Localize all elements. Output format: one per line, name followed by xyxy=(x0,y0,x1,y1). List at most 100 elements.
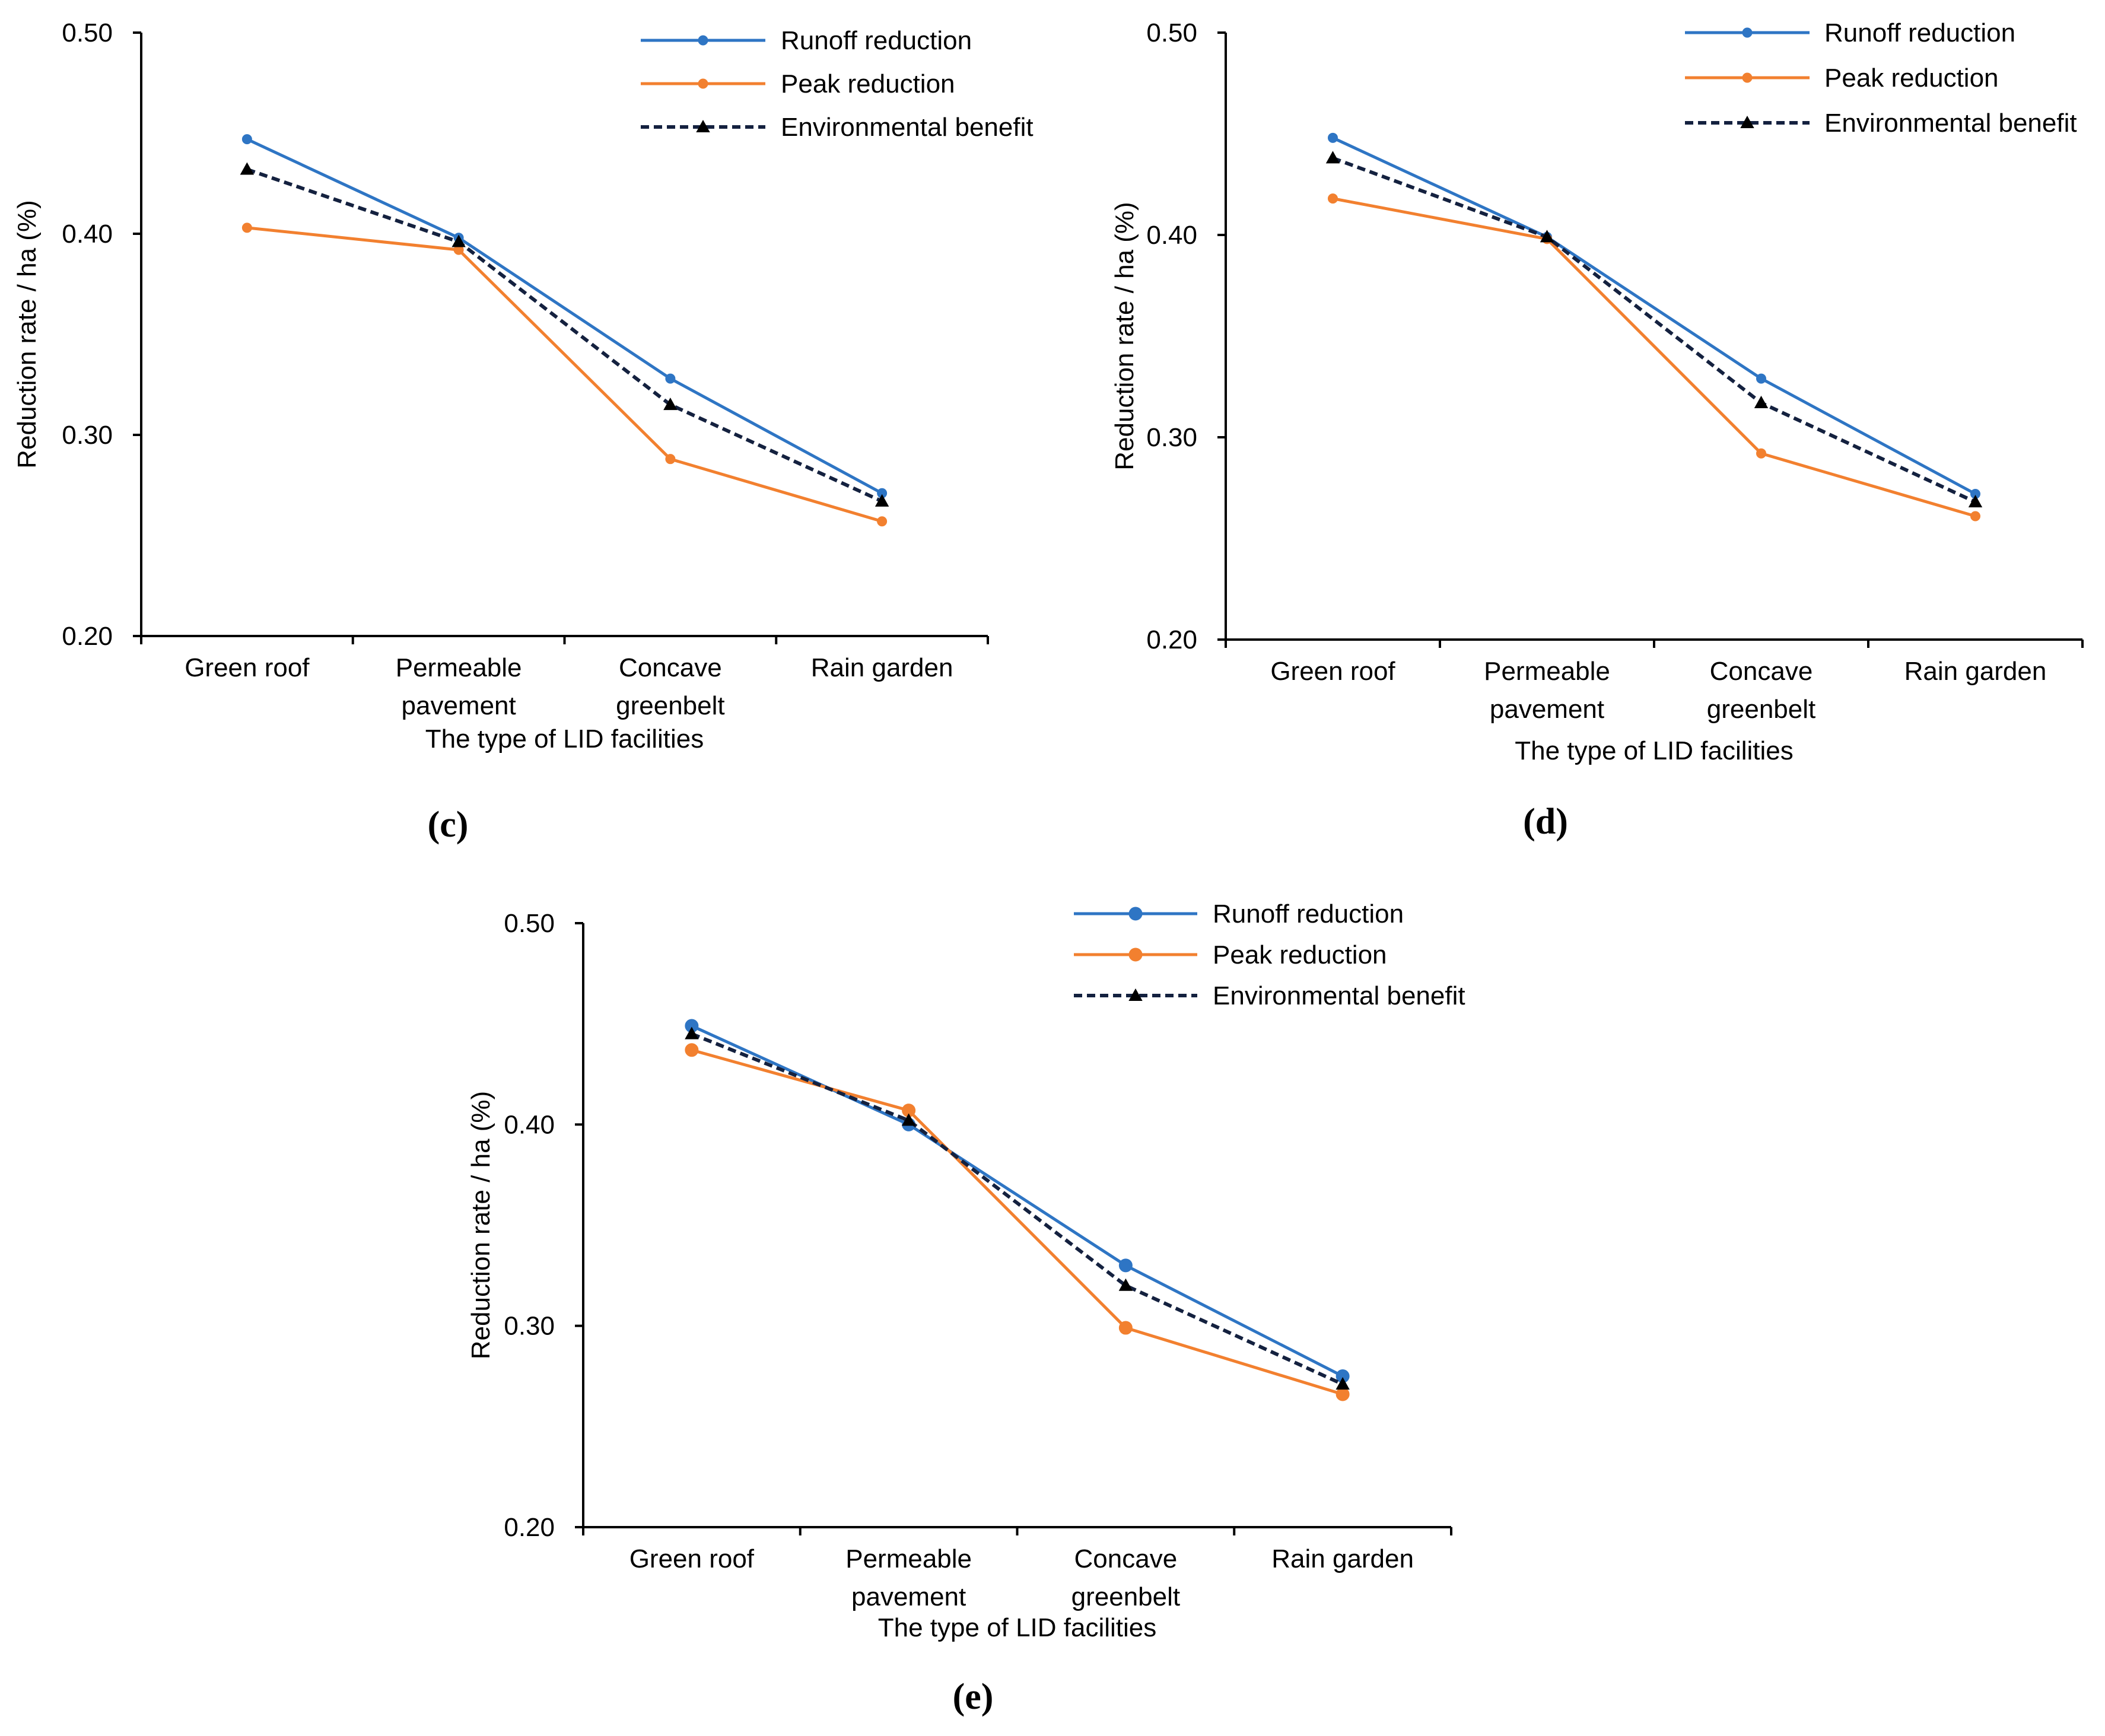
x-axis-label: The type of LID facilities xyxy=(425,724,704,753)
series-environmental-benefit xyxy=(685,1026,1350,1390)
panel-label: (e) xyxy=(953,1677,994,1717)
data-point xyxy=(665,373,676,384)
data-point xyxy=(1325,151,1340,164)
series-line xyxy=(1332,156,1976,504)
legend-label: Peak reduction xyxy=(1213,940,1387,969)
data-point xyxy=(240,162,255,175)
data-point xyxy=(875,494,889,507)
data-point xyxy=(1328,132,1338,143)
x-tick-label: pavement xyxy=(402,691,516,720)
x-tick-label: Green roof xyxy=(1270,657,1395,686)
y-tick-label: 0.30 xyxy=(62,421,113,450)
legend-marker xyxy=(1128,948,1143,962)
data-point xyxy=(1118,1278,1133,1291)
series-line xyxy=(246,138,883,495)
y-tick-label: 0.30 xyxy=(1146,423,1197,452)
x-tick-label: Permeable xyxy=(1484,657,1610,686)
y-tick-label: 0.40 xyxy=(62,220,113,249)
series-line xyxy=(691,1024,1344,1378)
legend-marker xyxy=(1128,907,1143,921)
x-tick-label: greenbelt xyxy=(616,691,724,720)
data-point xyxy=(1118,1258,1133,1273)
x-tick-label: Rain garden xyxy=(1904,657,2047,686)
y-axis-label: Reduction rate / ha (%) xyxy=(1110,202,1139,470)
x-tick-label: Concave xyxy=(619,653,722,682)
data-point xyxy=(1756,373,1766,384)
series-line xyxy=(691,1032,1344,1386)
series-runoff-reduction xyxy=(1328,132,1980,499)
series-line xyxy=(247,226,883,523)
data-point xyxy=(241,222,252,233)
y-tick-label: 0.40 xyxy=(1146,221,1197,250)
y-tick-label: 0.30 xyxy=(504,1312,555,1341)
panel-label: (d) xyxy=(1523,802,1568,842)
series-environmental-benefit xyxy=(240,162,889,507)
y-tick-label: 0.40 xyxy=(504,1110,555,1139)
legend-marker xyxy=(1128,988,1143,1001)
series-peak-reduction xyxy=(685,1043,1350,1401)
x-tick-label: Rain garden xyxy=(1271,1544,1414,1573)
data-point xyxy=(665,454,676,465)
y-axis-label: Reduction rate / ha (%) xyxy=(466,1091,495,1359)
legend-label: Environmental benefit xyxy=(1824,109,2077,138)
data-point xyxy=(877,516,888,527)
series-line xyxy=(246,167,883,503)
data-point xyxy=(1336,1377,1350,1390)
data-point xyxy=(1756,448,1766,459)
data-point xyxy=(663,398,678,411)
series-environmental-benefit xyxy=(1325,151,1983,508)
legend-label: Environmental benefit xyxy=(1213,981,1465,1010)
data-point xyxy=(685,1026,699,1039)
x-tick-label: pavement xyxy=(1490,695,1604,724)
data-point xyxy=(901,1113,916,1126)
data-point xyxy=(1118,1321,1133,1335)
panel-e: 0.20 0.30 0.40 0.50 Green roof Permeable pavem… xyxy=(466,899,1465,1717)
series-line xyxy=(1333,197,1976,518)
data-point xyxy=(241,134,252,145)
x-tick-label: Permeable xyxy=(396,653,522,682)
legend: Runoff reduction Peak reduction Environmen… xyxy=(641,26,1034,142)
series-peak-reduction xyxy=(1328,193,1980,522)
series-line xyxy=(1332,136,1976,495)
y-tick-label: 0.50 xyxy=(62,18,113,47)
panel-c: 0.20 0.30 0.40 0.50 Green roof Permeable pavem… xyxy=(12,18,1034,845)
data-point xyxy=(1970,511,1980,522)
y-tick-label: 0.50 xyxy=(1146,18,1197,47)
legend-marker xyxy=(1740,115,1754,128)
legend-marker xyxy=(1742,27,1753,38)
panel-d: 0.20 0.30 0.40 0.50 Green roof Permeable pavem… xyxy=(1110,18,2084,842)
series-peak-reduction xyxy=(241,222,888,527)
legend: Runoff reduction Peak reduction Environmen… xyxy=(1074,899,1465,1010)
x-axis-label: The type of LID facilities xyxy=(1515,736,1794,765)
data-point xyxy=(1968,495,1983,508)
legend-label: Peak reduction xyxy=(781,69,955,98)
legend-label: Runoff reduction xyxy=(781,26,972,55)
x-tick-label: Green roof xyxy=(629,1544,755,1573)
data-point xyxy=(451,234,466,247)
series-runoff-reduction xyxy=(241,134,888,498)
x-tick-label: greenbelt xyxy=(1071,1582,1180,1611)
legend-label: Runoff reduction xyxy=(1824,18,2015,47)
x-tick-label: Rain garden xyxy=(811,653,953,682)
legend-label: Environmental benefit xyxy=(781,113,1034,142)
legend-label: Runoff reduction xyxy=(1213,899,1404,929)
x-tick-label: Green roof xyxy=(185,653,310,682)
x-tick-label: Permeable xyxy=(845,1544,972,1573)
data-point xyxy=(1540,230,1554,243)
legend-marker xyxy=(1742,72,1753,83)
y-axis-label: Reduction rate / ha (%) xyxy=(12,200,42,468)
y-tick-label: 0.50 xyxy=(504,909,555,938)
x-tick-label: greenbelt xyxy=(1707,695,1815,724)
legend-marker xyxy=(696,119,710,132)
data-point xyxy=(1336,1387,1350,1401)
data-point xyxy=(685,1043,699,1057)
y-tick-label: 0.20 xyxy=(504,1513,555,1542)
x-tick-label: pavement xyxy=(851,1582,966,1611)
legend-marker xyxy=(698,35,708,46)
y-tick-label: 0.20 xyxy=(62,622,113,651)
legend-marker xyxy=(698,78,708,89)
legend: Runoff reduction Peak reduction Environmen… xyxy=(1685,18,2077,138)
y-tick-label: 0.20 xyxy=(1146,625,1197,654)
panel-label: (c) xyxy=(428,805,469,845)
series-line xyxy=(691,1048,1343,1396)
